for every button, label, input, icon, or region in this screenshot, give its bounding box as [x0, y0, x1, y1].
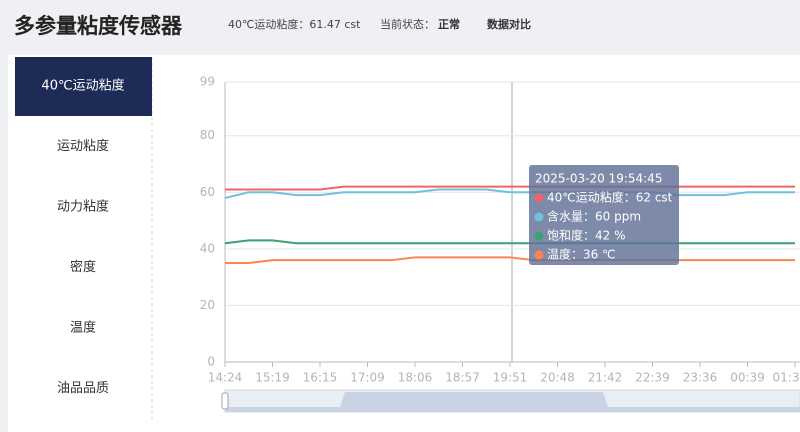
sidebar-tab[interactable]: 密度: [70, 259, 96, 275]
sidebar-tab[interactable]: 动力粘度: [57, 199, 109, 215]
status-value: 正常: [438, 17, 460, 31]
tooltip-item: 40℃运动粘度：62 cst: [547, 190, 673, 205]
x-tick-label: 17:09: [350, 371, 385, 385]
x-tick-label: 00:39: [730, 371, 765, 385]
tooltip: [529, 165, 679, 265]
x-tick-label: 18:06: [398, 371, 433, 385]
x-tick-label: 01:3: [773, 371, 800, 385]
x-tick-label: 23:36: [683, 371, 718, 385]
tooltip-title: 2025-03-20 19:54:45: [535, 172, 662, 186]
x-tick-label: 21:42: [588, 371, 623, 385]
x-tick-label: 20:48: [540, 371, 575, 385]
data-zoom[interactable]: [221, 389, 800, 413]
sidebar-tab[interactable]: 油品品质: [57, 381, 109, 396]
tooltip-item: 含水量：60 ppm: [547, 209, 641, 224]
reading: 40℃运动粘度：61.47 cst: [228, 17, 361, 31]
series-line: [224, 239, 795, 245]
status-label: 当前状态：: [380, 17, 435, 31]
x-tick-label: 18:57: [445, 371, 480, 385]
x-tick-label: 19:51: [493, 371, 528, 385]
y-tick-label: 0: [207, 355, 215, 369]
tooltip-item: 饱和度：42 %: [547, 228, 626, 243]
sidebar-tab[interactable]: 40℃运动粘度: [41, 78, 124, 94]
tooltip-dot: [534, 250, 544, 260]
y-tick-label: 99: [200, 75, 215, 89]
tooltip-dot: [534, 212, 544, 222]
y-tick-label: 80: [200, 128, 215, 142]
zoom-handle[interactable]: [221, 392, 229, 410]
x-tick-label: 14:24: [208, 371, 243, 385]
x-tick-label: 16:15: [303, 371, 338, 385]
series-line: [225, 185, 795, 191]
series-line: [225, 256, 795, 265]
x-tick-label: 15:19: [255, 371, 290, 385]
tooltip-item: 温度：36 ℃: [547, 247, 616, 262]
x-tick-label: 22:39: [635, 371, 670, 385]
sidebar-tab[interactable]: 运动粘度: [57, 138, 109, 154]
page-title: 多参量粘度传感器: [14, 14, 183, 38]
sidebar-tab[interactable]: 温度: [70, 320, 96, 336]
series-line: [224, 188, 795, 199]
tooltip-dot: [534, 193, 544, 203]
zoom-shadow: [225, 392, 800, 412]
compare-link[interactable]: 数据对比: [487, 17, 531, 31]
active-tab: [15, 57, 152, 116]
y-tick-label: 40: [200, 241, 215, 255]
tooltip-dot: [534, 231, 544, 241]
y-tick-label: 60: [200, 185, 215, 199]
y-tick-label: 20: [200, 298, 215, 312]
